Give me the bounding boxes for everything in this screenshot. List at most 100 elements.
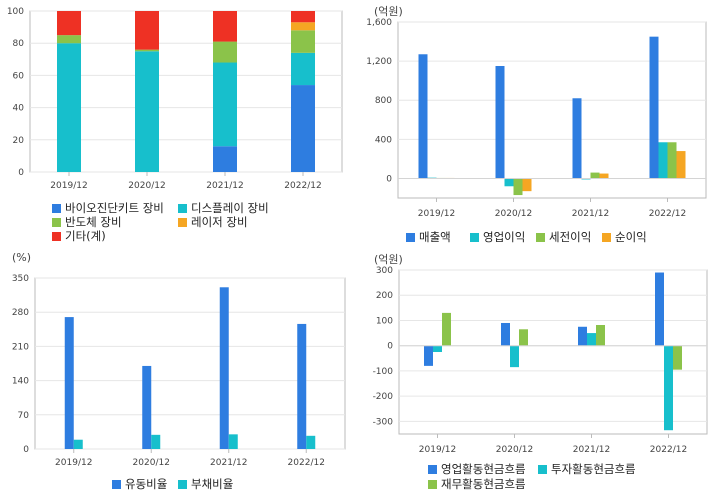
chart-panel-composition: 0 20 40 60 80 100 2019/12 2020/12 2021/12 2022/12… (0, 0, 360, 248)
x-tick-label: 2020/12 (496, 445, 533, 455)
y-tick-label: 1,200 (366, 57, 392, 67)
y-tick-label: 100 (376, 316, 393, 326)
bar (495, 66, 505, 179)
y-tick-label: 280 (12, 308, 29, 318)
x-tick-label: 2021/12 (206, 181, 243, 191)
cashflow-chart: 300 200 100 0 -100 -200 -300 2019/12 2020/12 2021… (373, 266, 708, 455)
bar (587, 333, 596, 346)
x-tick-label: 2021/12 (573, 445, 610, 455)
composition-legend: 바이오진단키트 장비 디스플레이 장비 반도체 장비 레이저 장비 기타(계) (0, 0, 360, 248)
x-tick-label: 2020/12 (495, 209, 532, 219)
bar (135, 11, 159, 50)
legend-swatch (112, 479, 121, 489)
legend-label: 기타(계) (65, 229, 106, 243)
legend-swatch (538, 464, 547, 474)
y-tick-label: 100 (7, 7, 24, 17)
y-tick-label: 0 (387, 342, 393, 352)
legend-label: 부채비율 (191, 477, 234, 491)
bar (572, 98, 582, 179)
y-tick-label: -300 (373, 417, 394, 427)
bar (519, 329, 528, 346)
legend-item-3: 순이익 (602, 229, 647, 245)
legend-swatch (470, 232, 479, 242)
bar (57, 35, 81, 44)
legend-swatch (428, 464, 437, 474)
bar (306, 435, 316, 449)
legend-label: 바이오진단키트 장비 (65, 201, 164, 215)
bar (291, 85, 315, 172)
bar (142, 365, 152, 449)
bar (424, 345, 433, 366)
y-tick-label: 1,600 (366, 18, 392, 28)
bar (73, 439, 83, 449)
y-tick-label: 140 (12, 377, 29, 387)
bar (291, 52, 315, 86)
bar (649, 36, 659, 179)
bar (213, 146, 237, 172)
legend-swatch (602, 232, 611, 242)
legend-swatch (406, 232, 415, 242)
ratio-legend: 유동비율 부채비율 (0, 248, 360, 496)
x-tick-label: 2019/12 (55, 458, 92, 468)
y-tick-label: 40 (13, 104, 25, 114)
bar (433, 345, 442, 352)
legend-label: 영업활동현금흐름 (441, 462, 526, 476)
y-tick-label: 70 (18, 411, 30, 421)
legend-item-2: 반도체 장비 (52, 214, 122, 230)
bar (151, 434, 161, 449)
legend-item-1: 영업이익 (470, 229, 525, 245)
legend-swatch (536, 232, 545, 242)
legend-item-3: 레이저 장비 (178, 214, 248, 230)
income-legend: 매출액 영업이익 세전이익 순이익 (360, 0, 720, 248)
legend-item-0: 바이오진단키트 장비 (52, 200, 164, 216)
legend-label: 디스플레이 장비 (191, 201, 269, 215)
y-tick-label: 20 (13, 136, 25, 146)
y-tick-label: 0 (386, 174, 392, 184)
bar (501, 322, 510, 346)
bar (291, 11, 315, 23)
bar (655, 272, 664, 346)
y-tick-label: 400 (375, 135, 392, 145)
legend-label: 유동비율 (125, 477, 168, 491)
bar (664, 345, 673, 431)
bar (213, 41, 237, 63)
x-tick-label: 2022/12 (284, 181, 321, 191)
legend-label: 재무활동현금흐름 (441, 477, 526, 491)
bar (442, 312, 451, 346)
bar (213, 11, 237, 42)
bar (513, 178, 523, 196)
bar (213, 62, 237, 147)
y-tick-label: 200 (376, 291, 393, 301)
x-tick-label: 2020/12 (128, 181, 165, 191)
bar (297, 323, 307, 449)
x-tick-label: 2022/12 (649, 209, 686, 219)
plot-frame (29, 10, 343, 173)
x-tick-label: 2021/12 (210, 458, 247, 468)
bar (522, 178, 532, 192)
bar (599, 173, 609, 179)
y-tick-label: 0 (18, 168, 24, 178)
bar (418, 54, 428, 179)
legend-swatch (52, 203, 61, 213)
bar (64, 317, 74, 449)
legend-label: 세전이익 (549, 230, 592, 244)
bar (57, 43, 81, 173)
composition-chart: 0 20 40 60 80 100 2019/12 2020/12 2021/12 2022/12 (7, 7, 343, 191)
legend-item-2: 재무활동현금흐름 (428, 476, 526, 492)
legend-label: 영업이익 (483, 230, 526, 244)
legend-item-1: 부채비율 (178, 476, 233, 492)
bar (578, 326, 587, 346)
y-tick-label: 350 (12, 274, 29, 284)
x-tick-label: 2020/12 (133, 458, 170, 468)
y-tick-label: 60 (13, 71, 25, 81)
bar (673, 345, 682, 370)
x-tick-label: 2021/12 (572, 209, 609, 219)
chart-panel-ratios: (%) 0 70 140 210 280 350 2019/12 2020/12 2021/12… (0, 248, 360, 496)
x-tick-label: 2019/12 (419, 445, 456, 455)
ratio-chart: 0 70 140 210 280 350 2019/12 2020/12 2021/12 2022… (12, 274, 346, 468)
legend-item-2: 세전이익 (536, 229, 591, 245)
x-tick-label: 2019/12 (418, 209, 455, 219)
bar (596, 325, 605, 346)
cashflow-legend: 영업활동현금흐름 투자활동현금흐름 재무활동현금흐름 (360, 248, 720, 496)
income-chart: 0 400 800 1,200 1,600 2019/12 2020/12 2021/12 20… (366, 18, 707, 219)
